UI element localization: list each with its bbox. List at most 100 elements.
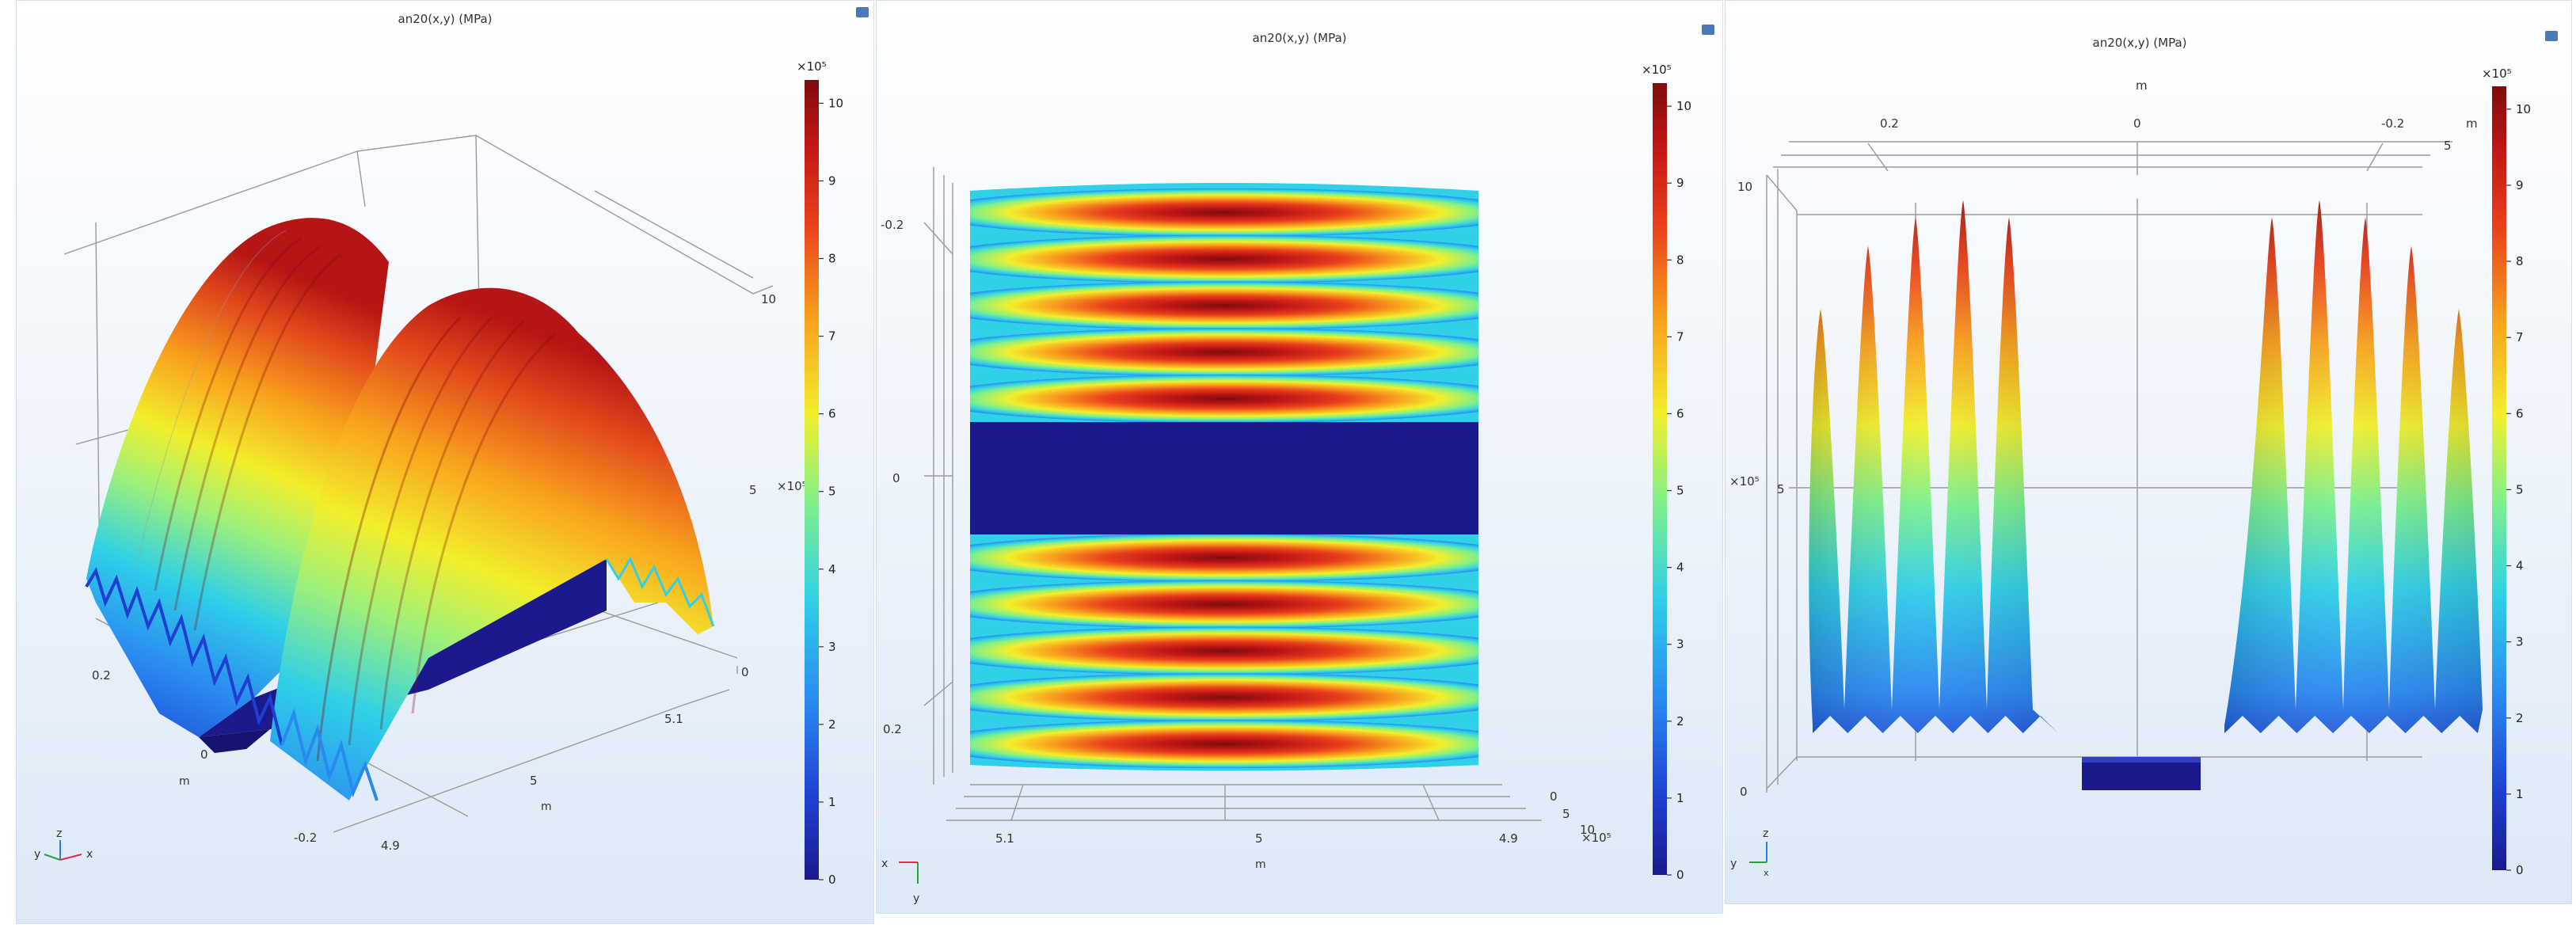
colorbar-tick: 5 xyxy=(2516,482,2524,496)
y-axis-label: m xyxy=(179,775,190,788)
colorbar-tick: 9 xyxy=(1676,176,1684,190)
stress-band xyxy=(970,626,1478,675)
y-tick: 0.2 xyxy=(1880,116,1899,131)
axis-triad-icon: x y xyxy=(881,858,919,905)
colorbar-tick: 9 xyxy=(828,173,836,188)
stress-band xyxy=(970,720,1478,769)
stress-band xyxy=(970,328,1478,377)
x-axis-label: m xyxy=(541,801,552,813)
colorbar-tick: 7 xyxy=(2516,330,2524,344)
camera-icon[interactable] xyxy=(856,7,869,17)
z-tick: 10 xyxy=(1580,823,1595,837)
panel-front-view: an20(x,y) (MPa) m 0.2 0 -0.2 m 5 10 5 ×1… xyxy=(1725,0,2572,904)
colorbar-tick: 8 xyxy=(1676,253,1684,267)
x-tick: 5 xyxy=(1255,831,1263,846)
colorbar-tick: 7 xyxy=(1676,329,1684,344)
front-peaks xyxy=(1809,200,2483,733)
z-exponent: ×10⁵ xyxy=(1729,474,1760,489)
colorbar-tick: 10 xyxy=(1676,99,1691,113)
triad-y: y xyxy=(1730,858,1737,870)
x-tick: 5.1 xyxy=(995,831,1014,846)
x-tick: 5 xyxy=(530,774,538,788)
colorbar-tick: 0 xyxy=(1676,868,1684,882)
stress-band xyxy=(970,533,1478,582)
colorbar-tick: 0 xyxy=(828,873,836,887)
panel-top-view: an20(x,y) (MPa) -0.2 0 0.2 5.1 5 m 4.9 0… xyxy=(876,0,1723,914)
x-tick: 4.9 xyxy=(1499,831,1518,846)
y-tick: 0.2 xyxy=(92,668,111,683)
side-label: m xyxy=(2466,116,2478,131)
x-tick: 4.9 xyxy=(381,839,400,853)
z-tick: 0 xyxy=(1740,785,1748,799)
z-tick: 0 xyxy=(741,665,749,679)
y-tick: -0.2 xyxy=(294,831,317,845)
colorbar-tick: 1 xyxy=(1676,791,1684,805)
colorbar-tick: 7 xyxy=(828,329,836,344)
panel-3-svg: an20(x,y) (MPa) m 0.2 0 -0.2 m 5 10 5 ×1… xyxy=(1729,31,2558,878)
y-tick: -0.2 xyxy=(881,218,904,232)
peak-shading xyxy=(2224,200,2483,733)
colorbar-tick: 4 xyxy=(828,562,836,576)
side-label: 5 xyxy=(2444,139,2452,153)
colorbar-tick: 3 xyxy=(1676,637,1684,652)
triad-x: x xyxy=(1764,868,1769,878)
x-axis-label: m xyxy=(1255,858,1266,871)
colorbar-tick: 1 xyxy=(828,795,836,809)
stress-band xyxy=(970,375,1478,424)
z-tick: 5 xyxy=(1562,807,1570,821)
colorbar-tick: 2 xyxy=(828,717,836,732)
colorbar-tick: 2 xyxy=(1676,714,1684,728)
z-exponent: ×10⁵ xyxy=(1581,831,1611,845)
y-tick: 0.2 xyxy=(883,722,902,736)
stress-band xyxy=(970,580,1478,629)
y-axis-label: m xyxy=(2136,78,2148,93)
colorbar-tick: 10 xyxy=(828,96,843,110)
panel-3-title: an20(x,y) (MPa) xyxy=(2093,36,2187,50)
axis-box xyxy=(923,167,1542,821)
camera-icon[interactable] xyxy=(1702,25,1714,35)
triad-y: y xyxy=(913,892,919,905)
x-tick: 5.1 xyxy=(664,712,683,726)
colorbar-exponent: ×10⁵ xyxy=(797,59,827,74)
colorbar-tick: 3 xyxy=(2516,635,2524,649)
colorbar-tick: 3 xyxy=(828,640,836,654)
panel-2-svg: an20(x,y) (MPa) -0.2 0 0.2 5.1 5 m 4.9 0… xyxy=(881,25,1714,905)
triad-x: x xyxy=(86,848,93,861)
stress-band xyxy=(970,234,1478,283)
colorbar-tick: 5 xyxy=(1676,484,1684,498)
stress-band xyxy=(970,188,1478,237)
triad-x: x xyxy=(881,858,888,870)
center-gap xyxy=(970,422,1478,534)
z-tick: 5 xyxy=(1777,482,1785,496)
colorbar-tick: 4 xyxy=(2516,559,2524,573)
colorbar-tick: 2 xyxy=(2516,711,2524,725)
panel-3d-surface: an20(x,y) (MPa) xyxy=(16,0,874,924)
colorbar-tick: 6 xyxy=(828,407,836,421)
colorbar-tick: 5 xyxy=(828,485,836,499)
colorbar-tick: 6 xyxy=(1676,406,1684,420)
y-tick: 0 xyxy=(2133,116,2141,131)
triad-z: z xyxy=(1763,827,1768,840)
stress-band xyxy=(970,673,1478,722)
colorbar-tick: 1 xyxy=(2516,787,2524,801)
axis-triad-icon: y z x xyxy=(1730,827,1769,878)
panel-2-title: an20(x,y) (MPa) xyxy=(1253,31,1347,45)
colorbar-exponent: ×10⁵ xyxy=(1642,63,1672,77)
y-tick: 0 xyxy=(892,471,900,485)
triad-z: z xyxy=(56,827,62,840)
stress-band xyxy=(970,281,1478,330)
colorbar-tick: 8 xyxy=(2516,254,2524,268)
z-tick: 0 xyxy=(1550,789,1558,804)
colorbar-tick: 8 xyxy=(828,252,836,266)
z-tick: 10 xyxy=(761,292,776,306)
camera-icon[interactable] xyxy=(2545,31,2558,41)
colorbar-tick: 6 xyxy=(2516,406,2524,420)
surface-3d xyxy=(85,218,715,801)
y-tick: -0.2 xyxy=(2381,116,2404,131)
triad-y: y xyxy=(34,848,40,861)
colorbar-tick: 4 xyxy=(1676,561,1684,575)
colorbar-tick: 9 xyxy=(2516,178,2524,192)
peak-shading xyxy=(1809,200,2058,733)
z-tick: 10 xyxy=(1737,180,1752,194)
